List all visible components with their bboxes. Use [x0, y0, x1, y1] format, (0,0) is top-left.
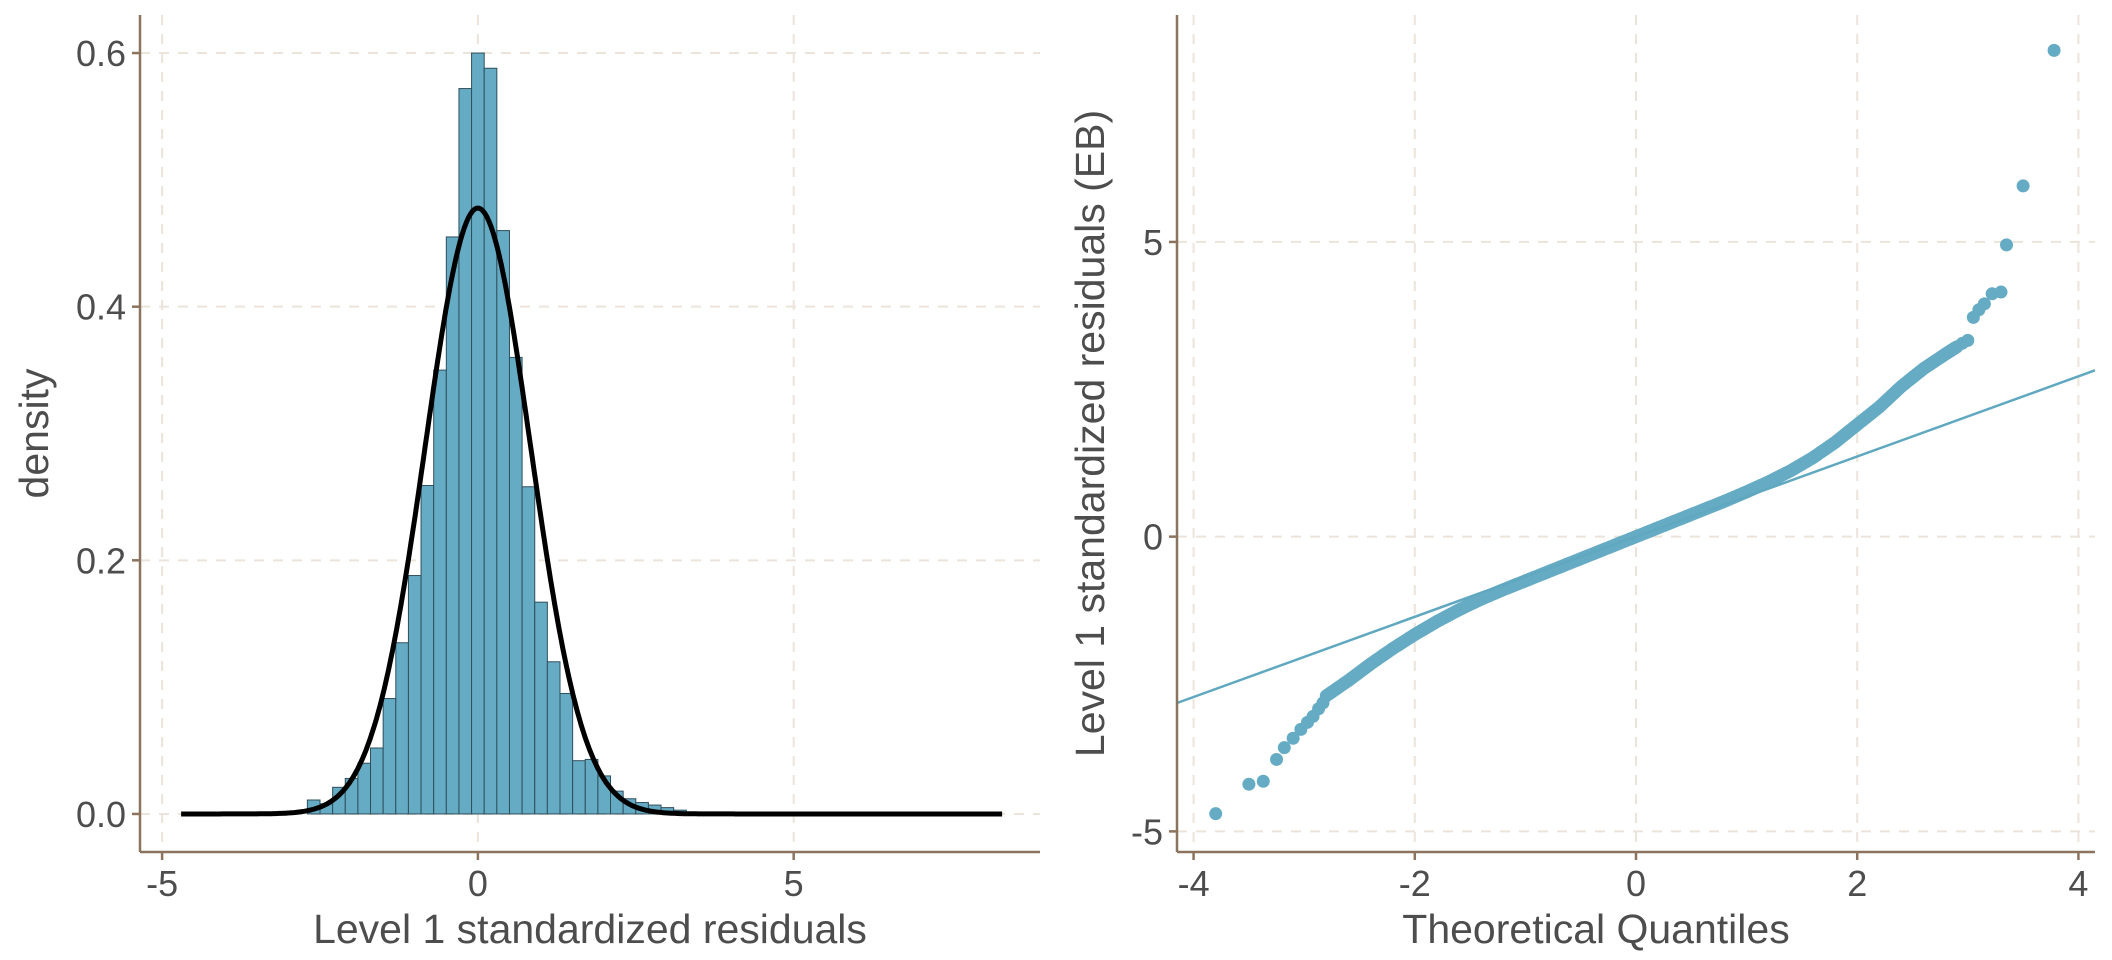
- qq-point: [1277, 741, 1291, 755]
- qq-plot-panel: -4 -2 0 2 4 -5 0 5 Theoretical Quantiles Level…: [1067, 15, 2096, 952]
- qq-point: [1286, 731, 1300, 745]
- histogram-y-tick-label: 0.2: [76, 540, 126, 581]
- histogram-bar: [433, 369, 447, 815]
- qq-point: [2016, 179, 2030, 193]
- histogram-axes: [132, 15, 1040, 860]
- histogram-bar: [572, 760, 586, 815]
- histogram-x-tick-label: 0: [468, 863, 488, 904]
- qq-point: [1270, 752, 1284, 766]
- qq-point: [1961, 333, 1975, 347]
- histogram-bar: [546, 661, 561, 815]
- qq-y-tick-label: 5: [1143, 222, 1163, 263]
- qq-point: [2000, 238, 2014, 252]
- histogram-bar: [458, 88, 473, 815]
- histogram-bar: [407, 575, 422, 815]
- qq-y-tick-labels: -5 0 5: [1131, 222, 1163, 852]
- histogram-y-tick-label: 0.0: [76, 794, 126, 835]
- qq-x-tick-label: 2: [1847, 863, 1867, 904]
- histogram-x-tick-labels: -5 0 5: [146, 863, 804, 904]
- histogram-y-axis-title: density: [11, 368, 57, 498]
- histogram-bar: [357, 762, 372, 815]
- density-curve: [181, 205, 1003, 817]
- histogram-bar: [382, 698, 397, 815]
- histogram-y-tick-labels: 0.0 0.2 0.4 0.6: [76, 33, 126, 835]
- qq-points: [1209, 43, 2061, 821]
- qq-point: [1256, 774, 1270, 788]
- histogram-x-tick-label: 5: [784, 863, 804, 904]
- histogram-bar: [521, 486, 536, 815]
- qq-gridlines: [1177, 15, 2095, 852]
- qq-x-tick-label: 0: [1626, 863, 1646, 904]
- histogram-y-tick-label: 0.6: [76, 33, 126, 74]
- qq-point: [1242, 777, 1256, 791]
- qq-y-tick-label: -5: [1131, 811, 1163, 852]
- histogram-x-tick-label: -5: [146, 863, 178, 904]
- qq-x-tick-label: -4: [1178, 863, 1210, 904]
- histogram-gridlines: [140, 15, 1040, 852]
- histogram-bars: [306, 52, 687, 815]
- histogram-bar: [420, 484, 435, 815]
- histogram-bar: [496, 230, 510, 815]
- qq-x-axis-title: Theoretical Quantiles: [1402, 906, 1789, 952]
- histogram-bar: [483, 67, 498, 815]
- histogram-bar: [508, 356, 523, 815]
- histogram-x-axis-title: Level 1 standardized residuals: [313, 906, 867, 952]
- qq-x-tick-label: -2: [1399, 863, 1431, 904]
- qq-point: [1977, 297, 1991, 311]
- histogram-bar: [471, 52, 485, 815]
- histogram-panel: -5 0 5 0.0 0.2 0.4 0.6 Level 1 standardized r…: [11, 15, 1040, 952]
- histogram-bar: [395, 642, 409, 815]
- histogram-y-tick-label: 0.4: [76, 287, 126, 328]
- qq-point: [1316, 696, 1330, 710]
- histogram-bar: [370, 747, 384, 815]
- qq-point: [1994, 285, 2008, 299]
- qq-axes: [1169, 15, 2095, 860]
- qq-y-tick-label: 0: [1143, 517, 1163, 558]
- qq-reference-line: [1176, 369, 2096, 705]
- qq-y-axis-title: Level 1 standardized residuals (EB): [1067, 110, 1113, 757]
- qq-point: [2047, 43, 2061, 57]
- qq-x-tick-label: 4: [2068, 863, 2088, 904]
- histogram-bar: [559, 692, 574, 815]
- histogram-bar: [534, 601, 548, 815]
- qq-x-tick-labels: -4 -2 0 2 4: [1178, 863, 2089, 904]
- qq-point: [1209, 807, 1223, 821]
- histogram-bar: [445, 236, 460, 815]
